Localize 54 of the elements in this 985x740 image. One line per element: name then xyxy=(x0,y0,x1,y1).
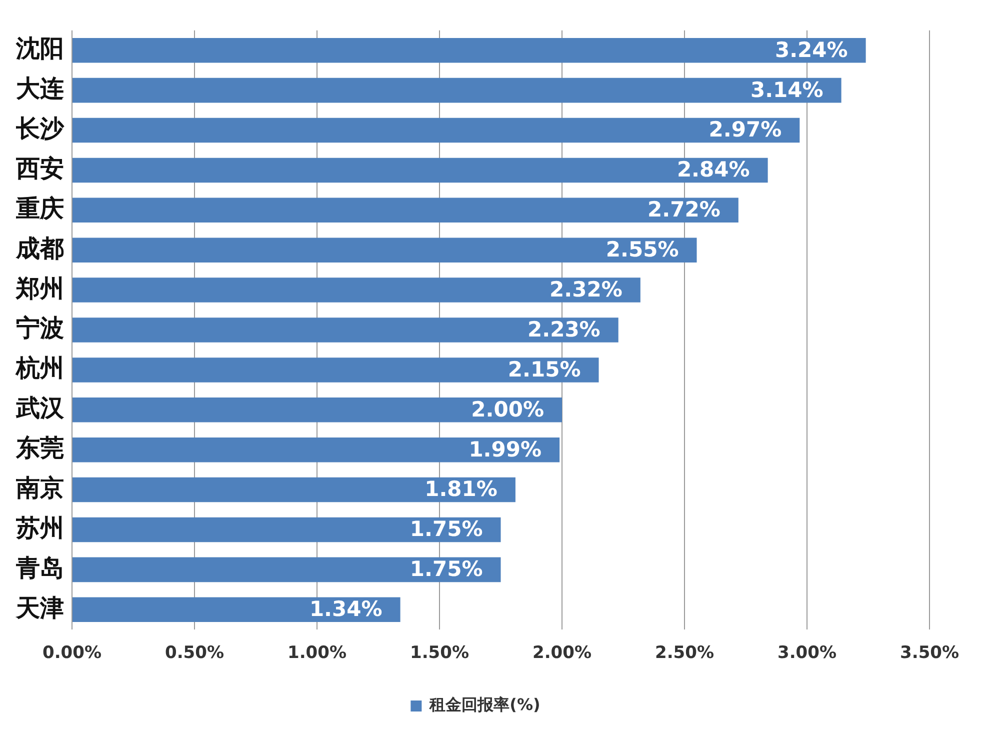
legend-label: 租金回报率(%) xyxy=(428,695,540,714)
y-tick-label: 重庆 xyxy=(15,194,64,222)
data-label: 2.72% xyxy=(648,198,720,222)
bar xyxy=(72,437,560,462)
data-label: 2.32% xyxy=(550,278,622,302)
y-tick-label: 苏州 xyxy=(15,514,64,542)
data-label: 2.15% xyxy=(508,357,581,382)
bar xyxy=(72,557,501,582)
bar xyxy=(72,238,697,262)
x-tick-label: 2.00% xyxy=(532,643,592,664)
data-label: 1.99% xyxy=(468,437,542,462)
bar xyxy=(72,517,501,542)
data-label: 2.97% xyxy=(708,118,782,142)
data-label: 2.55% xyxy=(606,238,679,262)
data-label: 2.84% xyxy=(676,158,750,182)
data-label: 2.00% xyxy=(471,397,544,422)
bar xyxy=(72,358,599,382)
x-tick-label: 1.00% xyxy=(288,643,346,664)
y-tick-label: 沈阳 xyxy=(15,34,64,63)
y-tick-label: 宁波 xyxy=(16,314,64,342)
y-tick-label: 杭州 xyxy=(15,354,64,382)
data-label: 1.75% xyxy=(410,557,483,582)
data-label: 2.23% xyxy=(528,317,600,342)
data-label: 3.14% xyxy=(750,78,824,102)
x-tick-label: 1.50% xyxy=(410,643,469,664)
bar xyxy=(72,318,618,342)
data-label: 3.24% xyxy=(774,38,848,62)
y-tick-label: 成都 xyxy=(15,234,64,262)
y-tick-label: 武汉 xyxy=(15,394,65,422)
data-label: 1.34% xyxy=(309,597,382,622)
data-label: 1.75% xyxy=(410,517,483,542)
bar xyxy=(72,78,842,103)
x-tick-label: 0.50% xyxy=(165,643,224,664)
data-label: 1.81% xyxy=(424,477,498,502)
y-tick-label: 青岛 xyxy=(15,554,64,582)
bar xyxy=(72,477,516,502)
y-tick-label: 天津 xyxy=(15,594,64,622)
bar xyxy=(72,597,400,622)
y-tick-label: 东莞 xyxy=(15,434,64,462)
x-tick-label: 3.50% xyxy=(900,643,960,664)
bar xyxy=(72,398,562,422)
bar xyxy=(72,278,640,302)
bar xyxy=(72,118,800,143)
bar xyxy=(72,38,866,63)
bar xyxy=(72,158,768,183)
bar xyxy=(72,198,738,223)
y-tick-label: 西安 xyxy=(15,154,64,182)
y-tick-label: 郑州 xyxy=(15,274,64,302)
y-tick-label: 大连 xyxy=(16,74,64,103)
x-tick-label: 0.00% xyxy=(42,643,102,664)
x-tick-label: 3.00% xyxy=(778,643,836,664)
y-tick-label: 南京 xyxy=(15,474,64,502)
y-tick-label: 长沙 xyxy=(15,114,65,142)
x-tick-label: 2.50% xyxy=(655,643,714,664)
